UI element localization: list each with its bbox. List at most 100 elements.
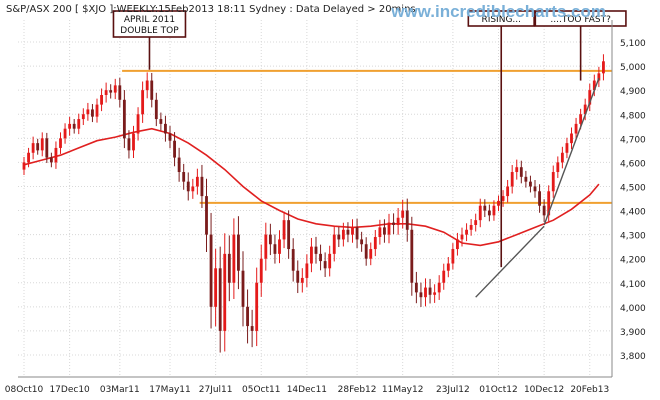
candle-body bbox=[341, 229, 345, 240]
moving-average bbox=[23, 127, 600, 247]
moving-average-line bbox=[23, 127, 600, 247]
candle-body bbox=[68, 123, 72, 129]
candle-body bbox=[209, 234, 213, 307]
y-tick-label: 4,500 bbox=[620, 183, 646, 193]
candle-body bbox=[287, 220, 291, 250]
candle-body bbox=[592, 80, 596, 91]
candle-body bbox=[565, 143, 569, 153]
candle-body bbox=[501, 196, 505, 201]
candle-body bbox=[205, 196, 208, 235]
candle-body bbox=[59, 138, 62, 148]
candles bbox=[22, 54, 605, 353]
candle-body bbox=[483, 205, 487, 211]
x-tick-label: 14Dec11 bbox=[287, 385, 327, 395]
candle-body bbox=[396, 217, 400, 225]
y-tick-label: 4,700 bbox=[620, 135, 646, 145]
candle-body bbox=[132, 133, 135, 151]
candle-body bbox=[223, 253, 227, 331]
candle-body bbox=[259, 258, 263, 283]
candle-body bbox=[86, 109, 90, 115]
candle-body bbox=[533, 186, 537, 192]
candle-body bbox=[460, 234, 464, 240]
y-tick-label: 4,900 bbox=[620, 87, 646, 97]
candle-body bbox=[63, 128, 67, 139]
x-tick-label: 23Jul12 bbox=[436, 385, 470, 395]
candle-body bbox=[392, 222, 395, 225]
y-tick-label: 5,000 bbox=[620, 63, 646, 73]
candle-body bbox=[182, 172, 186, 182]
candle-body bbox=[492, 205, 496, 216]
candle-body bbox=[355, 227, 359, 240]
candle-body bbox=[278, 239, 281, 254]
candle-body bbox=[145, 80, 149, 91]
x-tick-label: 27Jul11 bbox=[199, 385, 233, 395]
candle-body bbox=[91, 109, 94, 117]
candle-body bbox=[547, 191, 551, 216]
candle-body bbox=[296, 270, 300, 283]
x-tick-label: 08Oct10 bbox=[5, 385, 44, 395]
candle-body bbox=[510, 172, 514, 187]
candle-body bbox=[451, 249, 455, 264]
candle-body bbox=[45, 138, 49, 158]
candle-body bbox=[268, 234, 272, 245]
candle-body bbox=[273, 244, 277, 254]
candle-body bbox=[360, 239, 364, 245]
candle-body bbox=[373, 237, 377, 250]
x-tick-label: 28Feb12 bbox=[338, 385, 377, 395]
candle-body bbox=[113, 85, 117, 93]
candle-body bbox=[369, 249, 373, 259]
axes: 3,800 3,900 4,000 4,100 4,200 4,300 4,400 4,500… bbox=[5, 20, 646, 395]
candle-body bbox=[538, 191, 541, 206]
candle-body bbox=[237, 234, 240, 271]
callout-text: RISING... bbox=[481, 15, 521, 25]
candle-body bbox=[300, 277, 304, 283]
candle-body bbox=[465, 229, 468, 235]
candle-body bbox=[515, 167, 519, 173]
x-tick-label: 11May12 bbox=[382, 385, 424, 395]
y-tick-label: 5,100 bbox=[620, 39, 646, 49]
candle-body bbox=[588, 90, 592, 105]
x-tick-label: 01Oct12 bbox=[479, 385, 517, 395]
candle-body bbox=[437, 282, 441, 293]
callout-text: APRIL 2011 bbox=[124, 15, 175, 25]
candle-body bbox=[186, 181, 190, 192]
candle-body bbox=[36, 143, 40, 151]
grid bbox=[18, 20, 612, 377]
candle-body bbox=[442, 270, 446, 283]
candle-body bbox=[191, 186, 195, 192]
candle-body bbox=[551, 172, 555, 192]
candle-body bbox=[524, 176, 528, 182]
candle-body bbox=[602, 61, 605, 74]
x-tick-label: 03Mar11 bbox=[100, 385, 140, 395]
y-tick-label: 4,100 bbox=[620, 280, 646, 290]
candle-body bbox=[40, 138, 44, 151]
candle-body bbox=[337, 234, 341, 240]
candle-body bbox=[250, 326, 254, 331]
candle-body bbox=[364, 244, 368, 259]
candle-body bbox=[72, 123, 76, 129]
callout-box bbox=[112, 10, 187, 38]
candle-body bbox=[22, 162, 26, 170]
candle-body bbox=[319, 253, 322, 262]
trendline bbox=[475, 225, 545, 298]
candle-body bbox=[387, 222, 391, 235]
x-tick-label: 17May11 bbox=[149, 385, 191, 395]
candle-body bbox=[506, 186, 510, 197]
candle-body bbox=[332, 234, 336, 254]
candle-body bbox=[424, 287, 427, 298]
candle-body bbox=[570, 133, 573, 144]
candle-body bbox=[291, 249, 295, 271]
candle-body bbox=[574, 123, 578, 134]
y-tick-label: 4,200 bbox=[620, 256, 646, 266]
callout-text: DOUBLE TOP bbox=[120, 26, 179, 36]
callout-box bbox=[534, 10, 627, 27]
candle-body bbox=[529, 181, 532, 187]
candle-body bbox=[305, 263, 309, 278]
candle-body bbox=[109, 90, 113, 93]
candle-body bbox=[122, 99, 126, 139]
candle-body bbox=[446, 263, 450, 271]
trendlines bbox=[475, 77, 600, 298]
y-tick-label: 4,300 bbox=[620, 232, 646, 242]
